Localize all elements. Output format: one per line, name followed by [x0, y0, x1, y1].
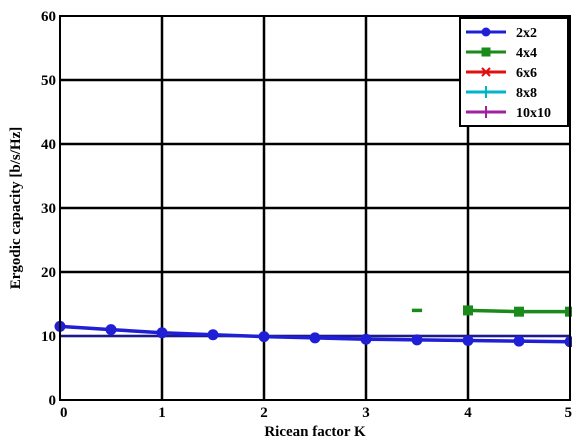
legend-marker	[481, 47, 491, 57]
data-point-2x2	[105, 324, 117, 336]
y-axis-label: Ergodic capacity [b/s/Hz]	[8, 127, 24, 289]
y-tick-label: 10	[41, 329, 56, 345]
y-tick-label: 50	[41, 73, 56, 89]
data-point-2x2	[360, 333, 372, 345]
x-tick-label: 5	[565, 405, 572, 421]
data-point-2x2	[411, 334, 423, 346]
legend-label: 8x8	[516, 86, 537, 101]
legend-label: 6x6	[516, 66, 537, 81]
series-layer	[54, 305, 572, 348]
data-point-2x2	[258, 331, 270, 343]
legend-label: 2x2	[516, 26, 537, 41]
y-tick-label: 0	[49, 393, 57, 409]
data-point-2x2	[156, 327, 168, 339]
plot-frame	[59, 15, 571, 401]
x-tick-label: 1	[158, 405, 166, 421]
x-tick-label: 2	[260, 405, 268, 421]
x-axis-label: Ricean factor K	[264, 424, 366, 440]
y-tick-label: 40	[41, 137, 56, 153]
data-point-4x4	[565, 306, 572, 317]
data-point-2x2	[513, 335, 525, 347]
legend-label: 4x4	[516, 46, 537, 61]
legend-label: 10x10	[516, 106, 551, 121]
data-point-2x2	[207, 329, 219, 341]
x-tick-label: 0	[60, 405, 68, 421]
y-tick-label: 60	[41, 9, 56, 25]
data-point-4x4	[514, 306, 524, 317]
legend-marker	[481, 67, 491, 77]
x-tick-label: 4	[464, 405, 472, 421]
y-tick-label: 20	[41, 265, 56, 281]
legend-marker	[481, 27, 491, 37]
data-point-2x2	[309, 332, 321, 344]
y-tick-label: 30	[41, 201, 56, 217]
data-point-4x4	[463, 305, 473, 316]
x-tick-label: 3	[362, 405, 370, 421]
data-point-2x2	[462, 334, 474, 346]
legend: 2x2 4x4 6x6 8x8 10x10	[459, 17, 569, 127]
